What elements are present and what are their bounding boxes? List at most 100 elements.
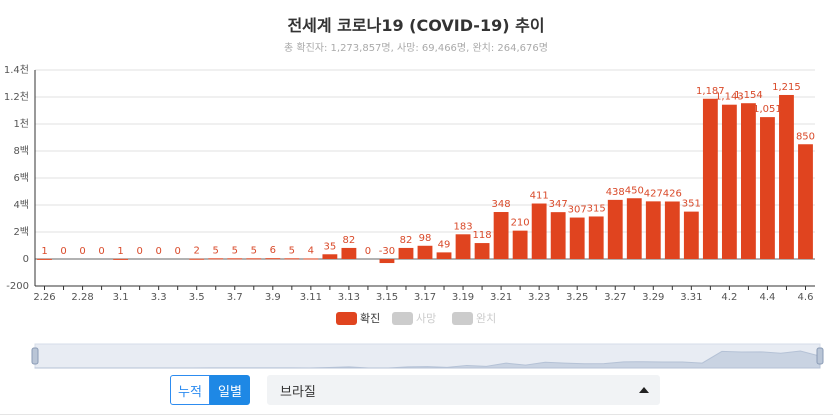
country-select-value: 브라질: [280, 384, 316, 400]
bar-3.22[interactable]: [512, 230, 528, 259]
zoom-preview-area: [34, 350, 821, 369]
data-label: 6: [270, 245, 276, 256]
bar-4.1[interactable]: [702, 98, 718, 259]
data-label: 2: [194, 246, 200, 257]
y-tick-label: 1.2천: [4, 91, 29, 103]
data-label: 5: [289, 245, 295, 256]
bar-3.9[interactable]: [265, 258, 281, 260]
data-zoom-slider[interactable]: [31, 343, 824, 369]
data-label: 438: [606, 187, 625, 198]
bar-4.4[interactable]: [760, 117, 775, 260]
zoom-handle-right[interactable]: [816, 347, 824, 365]
data-label: 1: [41, 246, 47, 257]
bar-3.29[interactable]: [645, 201, 661, 259]
bar-3.28[interactable]: [626, 198, 642, 259]
bar-4.5[interactable]: [779, 94, 794, 259]
x-tick-label: 3.7: [227, 292, 243, 303]
bar-3.6[interactable]: [208, 258, 224, 260]
legend[interactable]: 확진 사망 완치: [336, 312, 496, 325]
data-label: 1,215: [772, 82, 801, 93]
legend-label: 완치: [476, 312, 496, 325]
bar-4.2[interactable]: [721, 104, 737, 259]
x-tick-label: 3.25: [566, 292, 588, 303]
x-tick-label: 3.31: [680, 292, 702, 303]
legend-swatch: [336, 312, 357, 325]
bar-3.7[interactable]: [227, 258, 243, 260]
bar-3.31[interactable]: [683, 211, 699, 259]
data-label: 850: [796, 131, 815, 142]
bar-3.11[interactable]: [303, 258, 319, 260]
data-label: 450: [625, 185, 644, 196]
bar-3.23[interactable]: [531, 203, 547, 259]
data-label: 307: [568, 205, 587, 216]
bar-3.19[interactable]: [455, 234, 471, 259]
legend-item[interactable]: 확진: [336, 312, 380, 325]
chart-title: 전세계 코로나19 (COVID-19) 추이: [287, 16, 544, 35]
grid-lines: [35, 69, 815, 287]
caret-up-icon: [639, 387, 649, 393]
bar-4.3[interactable]: [740, 103, 756, 260]
bar-2.26[interactable]: [37, 258, 52, 260]
data-label: 49: [438, 239, 451, 250]
y-axis: -200 0 2백 4백 6백 8백 1천 1.2천 1.4천: [4, 64, 36, 292]
data-label: 0: [155, 246, 161, 257]
bar-3.25[interactable]: [569, 217, 585, 259]
data-label: 1,143: [715, 92, 744, 103]
data-label: 351: [682, 199, 701, 210]
x-tick-label: 3.9: [265, 292, 281, 303]
zoom-handle-left[interactable]: [31, 347, 39, 365]
bar-series-confirmed[interactable]: [37, 94, 813, 264]
bar-3.18[interactable]: [436, 252, 452, 259]
y-tick-label: 6백: [13, 172, 29, 184]
bar-3.26[interactable]: [588, 216, 604, 259]
bar-3.27[interactable]: [607, 199, 623, 259]
bar-3.20[interactable]: [474, 243, 490, 259]
data-label: 5: [232, 245, 238, 256]
data-label: 0: [98, 246, 104, 257]
bar-3.15[interactable]: [379, 259, 395, 264]
x-tick-label: 3.17: [414, 292, 436, 303]
data-label: 5: [213, 245, 219, 256]
x-tick-label: 3.23: [528, 292, 550, 303]
legend-label: 확진: [360, 312, 380, 325]
y-tick-label: -200: [6, 281, 29, 292]
data-label: 1: [117, 246, 123, 257]
bar-3.1[interactable]: [113, 258, 129, 260]
x-tick-label: 3.15: [376, 292, 398, 303]
bar-3.30[interactable]: [664, 201, 680, 259]
data-label: 0: [79, 246, 85, 257]
country-select[interactable]: 브라질: [267, 375, 660, 405]
bar-3.5[interactable]: [189, 258, 205, 260]
data-label: 315: [587, 203, 606, 214]
legend-item[interactable]: 사망: [392, 312, 436, 325]
bar-3.17[interactable]: [417, 245, 433, 259]
data-label: 82: [343, 235, 356, 246]
legend-item[interactable]: 완치: [452, 312, 496, 325]
x-tick-label: 4.2: [721, 292, 737, 303]
bar-3.10[interactable]: [284, 258, 300, 260]
bar-3.12[interactable]: [322, 254, 338, 259]
data-label: 411: [530, 191, 549, 202]
data-label: 0: [60, 246, 66, 257]
data-label: 348: [492, 199, 511, 210]
bar-3.8[interactable]: [246, 258, 262, 260]
x-tick-label: 3.13: [338, 292, 360, 303]
bar-4.6[interactable]: [798, 144, 813, 259]
data-label: 4: [308, 245, 314, 256]
bar-3.21[interactable]: [493, 212, 509, 259]
x-tick-label: 3.3: [151, 292, 167, 303]
bar-3.24[interactable]: [550, 212, 566, 259]
x-tick-label: 4.6: [798, 292, 814, 303]
x-axis: 2.26 2.28 3.1 3.3 3.5 3.7 3.9 3.11 3.13 3.15 3.17 3…: [33, 285, 815, 303]
x-tick-label: 3.1: [113, 292, 129, 303]
x-tick-label: 2.26: [33, 292, 55, 303]
daily-button[interactable]: 일별: [210, 375, 250, 405]
y-tick-label: 2백: [13, 226, 29, 238]
cumulative-button[interactable]: 누적: [170, 375, 210, 405]
data-label: 35: [324, 241, 337, 252]
bar-3.13[interactable]: [341, 247, 357, 259]
bar-3.16[interactable]: [398, 247, 414, 259]
y-tick-label: 1.4천: [4, 64, 29, 76]
y-tick-label: 1천: [13, 118, 29, 130]
